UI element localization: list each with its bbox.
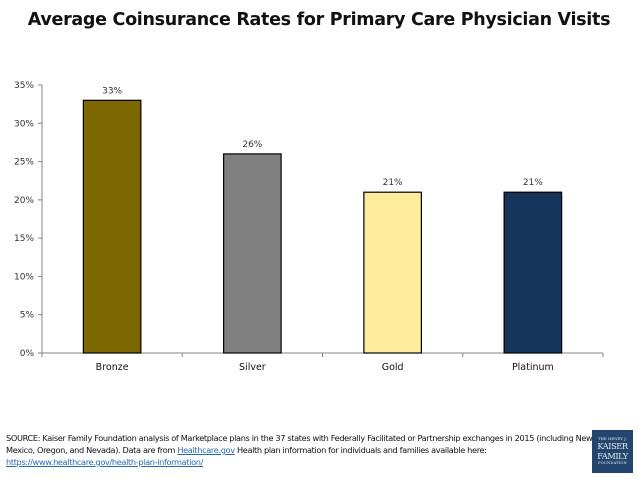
kaiser-family-foundation-logo: THE HENRY J. KAISER FAMILY FOUNDATION	[592, 430, 633, 473]
health-plan-info-link[interactable]: https://www.healthcare.gov/health-plan-i…	[6, 457, 204, 467]
chart-title: Average Coinsurance Rates for Primary Ca…	[27, 10, 611, 30]
bar-chart: 0% 5% 10% 15% 20% 25% 30% 35% 33% Bronze 26% Silve…	[14, 81, 604, 373]
y-tick-label: 0%	[20, 349, 35, 359]
data-label-bronze: 33%	[102, 86, 122, 96]
bars	[82, 99, 563, 354]
y-tick-label: 35%	[14, 81, 34, 91]
x-category-label-platinum: Platinum	[512, 362, 554, 373]
logo-line-4: FOUNDATION	[598, 461, 627, 465]
data-label-gold: 21%	[383, 178, 403, 188]
bar-platinum	[503, 191, 563, 354]
x-category-label-silver: Silver	[239, 362, 266, 373]
data-label-silver: 26%	[242, 140, 262, 150]
y-tick-label: 10%	[14, 272, 34, 282]
source-text-middle: Health plan information for individuals …	[234, 445, 487, 455]
bar-silver	[223, 153, 282, 354]
x-category-label-gold: Gold	[382, 362, 404, 373]
bar-bronze	[82, 99, 142, 354]
logo-line-1: THE HENRY J.	[597, 437, 627, 441]
data-label-platinum: 21%	[523, 178, 543, 188]
logo-line-3: FAMILY	[597, 450, 628, 461]
logo-line-2: KAISER	[597, 441, 628, 451]
healthcare-gov-link[interactable]: Healthcare.gov	[177, 445, 235, 455]
source-note: SOURCE: Kaiser Family Foundation analysi…	[6, 432, 596, 468]
y-tick-label: 20%	[14, 196, 34, 206]
y-tick-label: 30%	[14, 119, 34, 129]
labels: 33% Bronze 26% Silver 21% Gold 21% Platinum	[96, 86, 554, 373]
x-category-label-bronze: Bronze	[96, 362, 129, 373]
y-tick-label: 15%	[14, 234, 34, 244]
y-tick-label: 5%	[20, 311, 35, 321]
y-tick-label: 25%	[14, 158, 34, 168]
bar-gold	[363, 191, 422, 354]
source-text: SOURCE: Kaiser Family Foundation analysi…	[6, 433, 593, 455]
